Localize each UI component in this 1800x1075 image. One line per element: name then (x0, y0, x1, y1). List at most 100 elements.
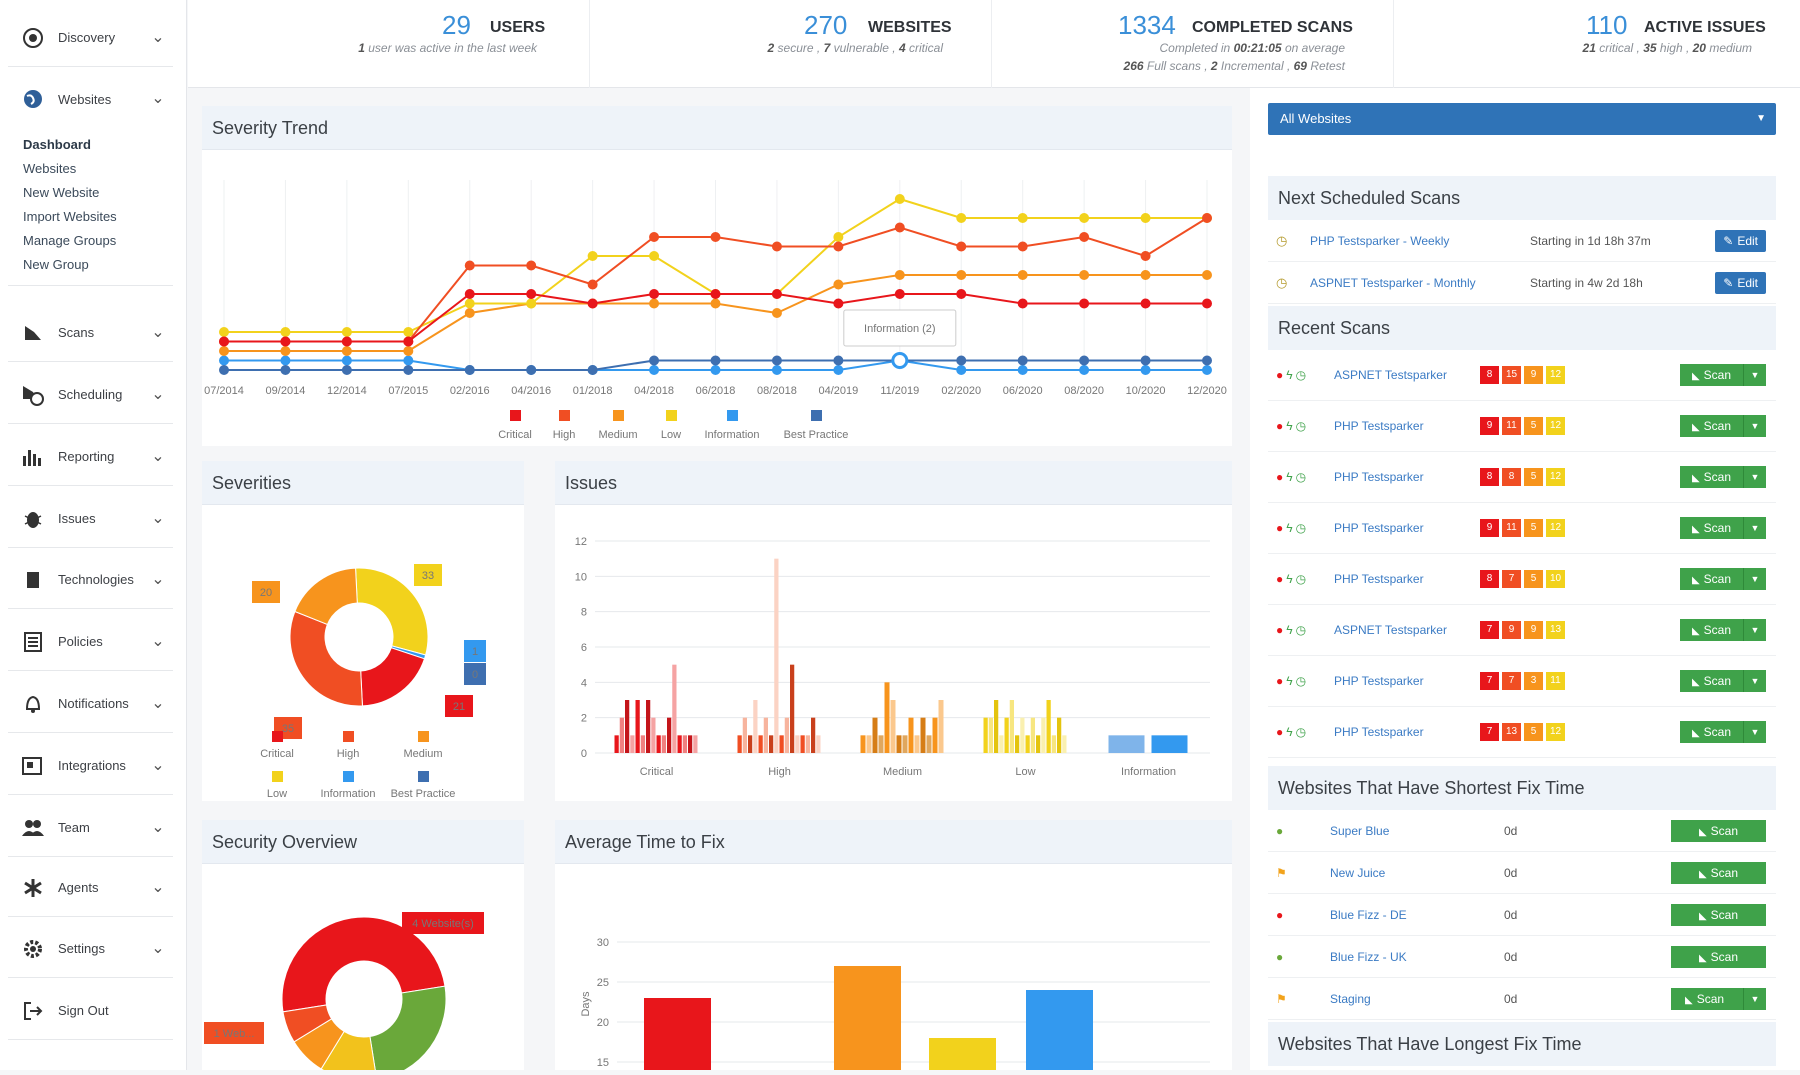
scan-button[interactable]: ◣ Scan (1671, 904, 1766, 926)
bar (908, 717, 914, 753)
sidebar-item-scheduling[interactable]: Scheduling ⌄ (8, 366, 173, 424)
scheduled-scan-name[interactable]: PHP Testsparker - Weekly (1310, 233, 1450, 248)
scan-dropdown-caret[interactable]: ▼ (1744, 415, 1766, 437)
scan-button[interactable]: ◣ Scan (1671, 862, 1766, 884)
scan-button[interactable]: ◣ Scan (1679, 721, 1744, 743)
bar (878, 735, 884, 753)
sidebar-item-agents[interactable]: Agents ⌄ (8, 859, 173, 917)
legend-swatch (418, 731, 429, 742)
recent-scan-name[interactable]: PHP Testsparker (1334, 572, 1424, 586)
pie-slice (281, 916, 446, 1013)
data-point (833, 279, 844, 290)
bolt-icon: ϟ (1286, 521, 1293, 535)
scan-button[interactable]: ◣ Scan (1679, 568, 1744, 590)
bar (1036, 735, 1041, 753)
sidebar-item-issues[interactable]: Issues ⌄ (8, 490, 173, 548)
stat-users[interactable]: 29 USERS 1 user was active in the last w… (188, 0, 590, 88)
shortest-fix-row: ⚑ Staging 0d ◣ Scan ▼ (1268, 978, 1776, 1020)
sidebar-item-sign-out[interactable]: Sign Out (8, 982, 173, 1040)
sidebar-item-notifications[interactable]: Notifications ⌄ (8, 675, 173, 733)
website-name[interactable]: New Juice (1330, 865, 1386, 880)
scan-button[interactable]: ◣ Scan (1679, 466, 1744, 488)
recent-scan-name[interactable]: PHP Testsparker (1334, 470, 1424, 484)
stat-issues[interactable]: 110 ACTIVE ISSUES 21 critical , 35 high … (1394, 0, 1800, 88)
severity-badges: 7 9 9 13 (1480, 621, 1568, 639)
submenu-manage-groups[interactable]: Manage Groups (23, 233, 117, 248)
pie-label-33: 33 (422, 570, 434, 582)
scan-button[interactable]: ◣ Scan (1671, 988, 1744, 1010)
x-tick-label: 12/2020 (1187, 385, 1227, 397)
chevron-down-icon: ⌄ (151, 509, 165, 527)
scan-status-icons: ● ϟ ◷ (1276, 623, 1316, 637)
sidebar-item-discovery[interactable]: Discovery ⌄ (8, 9, 173, 67)
scan-button[interactable]: ◣ Scan (1679, 670, 1744, 692)
submenu-dashboard[interactable]: Dashboard (23, 137, 91, 152)
scan-dropdown-caret[interactable]: ▼ (1744, 517, 1766, 539)
scan-dropdown-caret[interactable]: ▼ (1744, 466, 1766, 488)
scan-dropdown-caret[interactable]: ▼ (1744, 568, 1766, 590)
submenu-new-website[interactable]: New Website (23, 185, 100, 200)
recent-scan-name[interactable]: ASPNET Testsparker (1334, 368, 1447, 382)
scan-button[interactable]: ◣ Scan (1679, 415, 1744, 437)
scan-dropdown-caret[interactable]: ▼ (1744, 670, 1766, 692)
scan-icon: ◣ (1698, 953, 1707, 964)
recent-scan-name[interactable]: PHP Testsparker (1334, 521, 1424, 535)
scan-dropdown-caret[interactable]: ▼ (1744, 721, 1766, 743)
data-point (833, 241, 844, 252)
bar (800, 735, 805, 753)
severity-badge: 9 (1480, 519, 1499, 537)
recent-scan-name[interactable]: PHP Testsparker (1334, 419, 1424, 433)
x-tick-label: 02/2016 (450, 385, 490, 397)
website-name[interactable]: Blue Fizz - DE (1330, 907, 1407, 922)
sidebar-item-websites[interactable]: Websites ⌄ (8, 70, 173, 128)
data-point (1140, 213, 1151, 223)
scan-split-button: ◣ Scan ▼ (1679, 568, 1766, 590)
submenu-websites[interactable]: Websites (23, 161, 77, 176)
data-point (1202, 298, 1212, 309)
bar (630, 735, 635, 753)
edit-button[interactable]: ✎ Edit (1715, 230, 1766, 252)
edit-button[interactable]: ✎ Edit (1715, 272, 1766, 294)
scheduled-scan-name[interactable]: ASPNET Testsparker - Monthly (1310, 275, 1476, 290)
recent-scan-name[interactable]: PHP Testsparker (1334, 674, 1424, 688)
legend-label: Best Practice (784, 429, 849, 441)
list-icon (20, 629, 46, 655)
scan-button[interactable]: ◣ Scan (1671, 820, 1766, 842)
alert-circle-icon: ● (1276, 725, 1284, 739)
scan-label: Scan (1696, 992, 1725, 1006)
legend-swatch (613, 410, 624, 421)
sidebar-item-team[interactable]: Team ⌄ (8, 799, 173, 857)
scan-button[interactable]: ◣ Scan (1671, 946, 1766, 968)
data-point (526, 260, 537, 271)
sidebar-item-policies[interactable]: Policies ⌄ (8, 613, 173, 671)
website-filter-dropdown[interactable]: All Websites ▼ (1268, 103, 1776, 135)
scan-button[interactable]: ◣ Scan (1679, 517, 1744, 539)
scan-dropdown-caret[interactable]: ▼ (1744, 619, 1766, 641)
sidebar-item-technologies[interactable]: Technologies ⌄ (8, 551, 173, 609)
scan-button[interactable]: ◣ Scan (1679, 364, 1744, 386)
sidebar-item-integrations[interactable]: Integrations ⌄ (8, 737, 173, 795)
stat-scans[interactable]: 1334 COMPLETED SCANS Completed in 00:21:… (992, 0, 1394, 88)
bar (758, 735, 763, 753)
stat-websites[interactable]: 270 WEBSITES 2 secure , 7 vulnerable , 4… (590, 0, 992, 88)
scheduled-scan-row: ◷ ASPNET Testsparker - Monthly Starting in… (1268, 262, 1776, 304)
data-point (956, 213, 967, 223)
legend-label: High (553, 429, 576, 441)
submenu-import-websites[interactable]: Import Websites (23, 209, 117, 224)
sidebar-item-reporting[interactable]: Reporting ⌄ (8, 428, 173, 486)
flag-icon: ⚑ (1276, 865, 1287, 880)
scan-button[interactable]: ◣ Scan (1679, 619, 1744, 641)
alert-circle-icon: ● (1276, 623, 1284, 637)
website-name[interactable]: Staging (1330, 991, 1371, 1006)
submenu-new-group[interactable]: New Group (23, 257, 89, 272)
severity-badge: 9 (1524, 621, 1543, 639)
website-name[interactable]: Super Blue (1330, 823, 1390, 838)
scan-dropdown-caret[interactable]: ▼ (1744, 364, 1766, 386)
sidebar-item-scans[interactable]: Scans ⌄ (8, 304, 173, 362)
sidebar-item-settings[interactable]: Settings ⌄ (8, 920, 173, 978)
scan-dropdown-caret[interactable]: ▼ (1744, 988, 1766, 1010)
recent-scan-name[interactable]: ASPNET Testsparker (1334, 623, 1447, 637)
website-name[interactable]: Blue Fizz - UK (1330, 949, 1407, 964)
avg-fix-bar-chart: 1015202530Days (580, 937, 1210, 1075)
recent-scan-name[interactable]: PHP Testsparker (1334, 725, 1424, 739)
